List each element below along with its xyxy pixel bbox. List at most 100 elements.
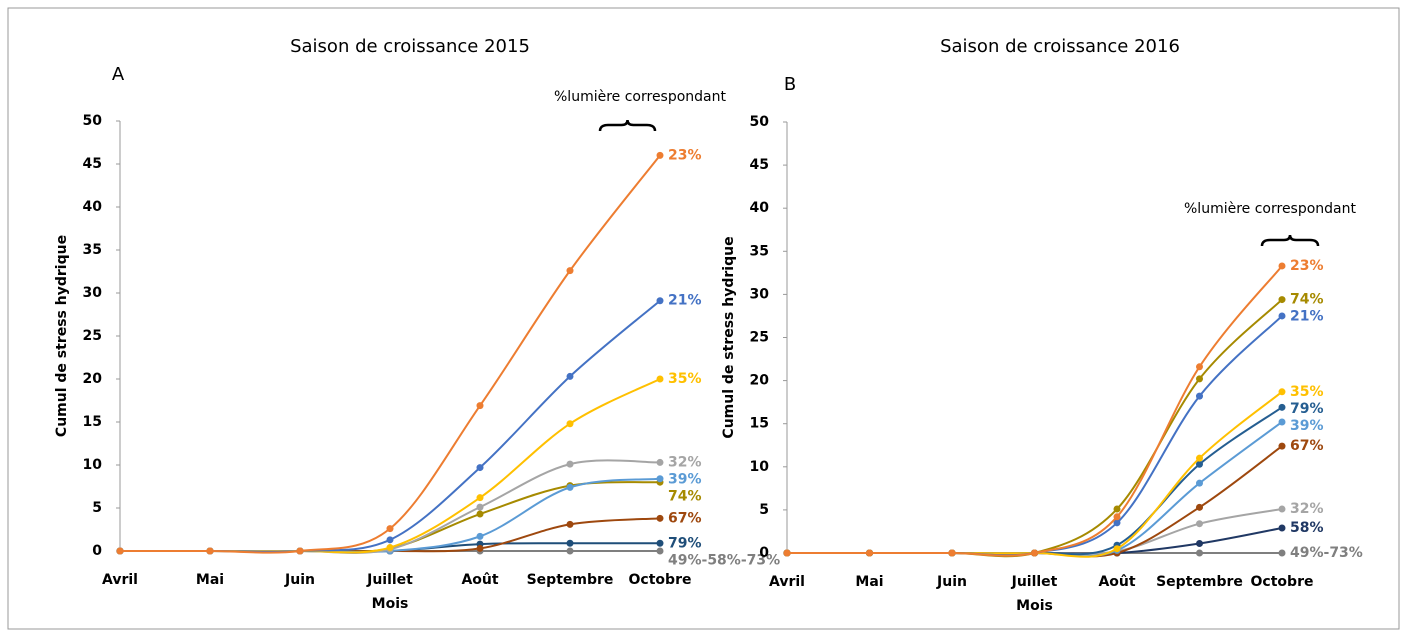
series-line bbox=[120, 154, 661, 554]
point bbox=[1196, 363, 1203, 371]
point bbox=[1113, 505, 1121, 513]
y-tick-label: 5 bbox=[759, 502, 769, 518]
point bbox=[566, 483, 574, 491]
point bbox=[1196, 540, 1203, 548]
point bbox=[566, 460, 574, 468]
series-line bbox=[787, 508, 1283, 555]
point bbox=[476, 510, 484, 518]
y-tick-label: 20 bbox=[750, 373, 770, 389]
series-label: 39% bbox=[668, 471, 702, 487]
point bbox=[656, 458, 664, 466]
point bbox=[116, 547, 124, 555]
series-label: 32% bbox=[1290, 501, 1324, 517]
point bbox=[656, 539, 664, 547]
y-tick-label: 50 bbox=[83, 113, 103, 129]
point bbox=[656, 297, 664, 305]
series-label: 79% bbox=[1290, 401, 1324, 417]
point bbox=[1278, 296, 1286, 304]
point bbox=[386, 544, 394, 552]
y-tick-label: 10 bbox=[750, 459, 770, 475]
x-tick-label: Septembre bbox=[1156, 574, 1243, 590]
brace bbox=[598, 119, 657, 132]
point bbox=[656, 475, 664, 483]
series-label: 67% bbox=[1290, 438, 1324, 454]
point bbox=[296, 547, 304, 555]
point bbox=[656, 375, 664, 383]
point bbox=[1196, 375, 1203, 383]
point bbox=[1278, 505, 1286, 513]
series-line bbox=[787, 445, 1283, 558]
panel-letter: A bbox=[112, 64, 125, 85]
y-tick-label: 15 bbox=[750, 416, 769, 432]
x-tick-label: Mai bbox=[855, 574, 883, 590]
y-tick-label: 50 bbox=[750, 114, 770, 130]
y-tick-label: 40 bbox=[83, 199, 103, 215]
x-axis-title: Mois bbox=[372, 596, 409, 612]
y-tick-label: 30 bbox=[83, 285, 103, 301]
point bbox=[1196, 392, 1203, 400]
series-line bbox=[787, 315, 1283, 557]
point bbox=[1113, 513, 1121, 521]
point bbox=[1196, 479, 1203, 487]
x-tick-label: Avril bbox=[769, 574, 805, 590]
x-tick-label: Juillet bbox=[366, 572, 413, 588]
series-line bbox=[787, 298, 1283, 558]
series-line bbox=[120, 299, 661, 553]
annotation: %lumière correspondant bbox=[1184, 201, 1357, 217]
point bbox=[656, 151, 664, 159]
series-label: 35% bbox=[1290, 384, 1324, 400]
y-tick-label: 20 bbox=[83, 371, 103, 387]
series-label: 23% bbox=[1290, 258, 1324, 274]
point bbox=[566, 547, 574, 555]
point bbox=[1278, 418, 1286, 426]
point bbox=[476, 532, 484, 540]
point bbox=[1196, 460, 1203, 468]
point bbox=[656, 514, 664, 522]
x-tick-label: Mai bbox=[196, 572, 224, 588]
point bbox=[783, 549, 791, 557]
series-label: 67% bbox=[668, 510, 702, 526]
y-tick-label: 45 bbox=[83, 156, 102, 172]
point bbox=[1278, 549, 1286, 557]
point bbox=[566, 520, 574, 528]
series-label: 21% bbox=[668, 293, 702, 309]
x-tick-label: Avril bbox=[102, 572, 138, 588]
series-label: 23% bbox=[668, 147, 702, 163]
point bbox=[476, 503, 484, 511]
y-tick-label: 5 bbox=[92, 500, 102, 516]
series-label: 74% bbox=[1290, 292, 1324, 308]
series-line bbox=[787, 406, 1283, 556]
point bbox=[386, 536, 394, 544]
y-tick-label: 35 bbox=[750, 243, 769, 259]
point bbox=[866, 549, 873, 557]
y-tick-label: 0 bbox=[92, 543, 102, 559]
point bbox=[1113, 545, 1121, 553]
point bbox=[1031, 549, 1038, 557]
y-tick-label: 45 bbox=[750, 157, 769, 173]
point bbox=[1278, 262, 1286, 270]
series-line bbox=[787, 421, 1283, 558]
series-label: 39% bbox=[1290, 418, 1324, 434]
y-tick-label: 35 bbox=[83, 242, 102, 258]
frame bbox=[7, 7, 1400, 630]
point bbox=[1278, 312, 1286, 320]
series-line bbox=[787, 265, 1283, 557]
series-label: 49%-73% bbox=[1290, 545, 1363, 561]
x-tick-label: Juin bbox=[284, 572, 315, 588]
point bbox=[1278, 388, 1286, 396]
annotation: %lumière correspondant bbox=[554, 89, 727, 105]
x-tick-label: Septembre bbox=[527, 572, 614, 588]
point bbox=[1196, 549, 1203, 557]
point bbox=[476, 402, 484, 410]
point bbox=[566, 420, 574, 428]
chart-title: Saison de croissance 2016 bbox=[940, 36, 1180, 57]
series-label: 49%-58%-73% bbox=[668, 552, 780, 568]
point bbox=[566, 372, 574, 380]
point bbox=[386, 525, 394, 533]
series-label: 79% bbox=[668, 535, 702, 551]
brace bbox=[1260, 234, 1320, 247]
y-tick-label: 40 bbox=[750, 200, 770, 216]
y-tick-label: 25 bbox=[83, 328, 102, 344]
point bbox=[1113, 519, 1121, 527]
point bbox=[1196, 503, 1203, 511]
